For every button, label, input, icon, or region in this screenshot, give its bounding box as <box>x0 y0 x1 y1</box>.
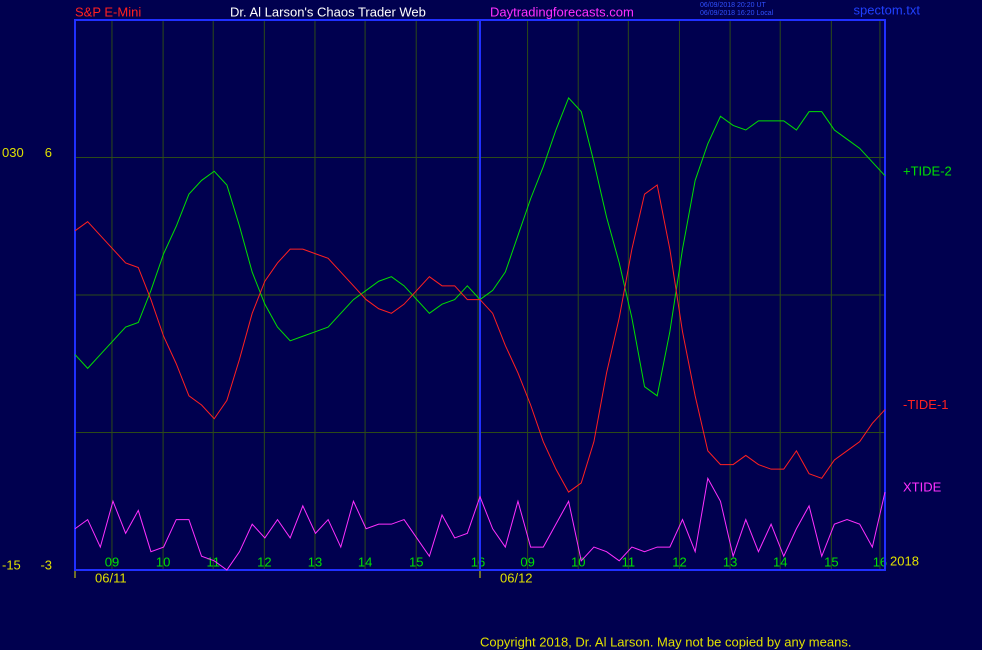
timestamp: 06/09/2018 20:20 UT <box>700 2 766 9</box>
y2-tick-label: 030 <box>2 145 24 160</box>
date-label: 06/11 <box>95 570 127 585</box>
instrument: S&P E-Mini <box>75 4 141 19</box>
y-tick-label: -3 <box>40 557 52 572</box>
x-tick-label: 09 <box>520 554 534 569</box>
x-tick-label: 16 <box>873 554 887 569</box>
year: 2018 <box>890 553 919 568</box>
timestamp: 06/09/2018 16:20 Local <box>700 10 774 17</box>
x-tick-label: 12 <box>672 554 686 569</box>
x-tick-label: 15 <box>824 554 838 569</box>
series-line <box>74 476 886 571</box>
chart-title: Dr. Al Larson's Chaos Trader Web <box>230 4 426 19</box>
legend-label: +TIDE-2 <box>903 163 952 178</box>
x-tick-label: 14 <box>773 554 787 569</box>
y-tick-label: 6 <box>45 145 52 160</box>
legend-label: XTIDE <box>903 480 942 495</box>
x-tick-label: 13 <box>308 554 322 569</box>
x-tick-label: 10 <box>571 554 585 569</box>
x-tick-label: 11 <box>622 554 636 569</box>
copyright: Copyright 2018, Dr. Al Larson. May not b… <box>480 634 851 649</box>
site: Daytradingforecasts.com <box>490 4 634 19</box>
series-line <box>74 184 886 493</box>
x-tick-label: 10 <box>156 554 170 569</box>
legend-label: -TIDE-1 <box>903 397 949 412</box>
file-name: spectom.txt <box>854 2 921 17</box>
x-tick-label: 14 <box>358 554 372 569</box>
x-tick-label: 11 <box>206 554 220 569</box>
plot-frame <box>74 19 886 571</box>
x-tick-label: 16 <box>471 554 485 569</box>
y2-tick-label: -15 <box>2 557 21 572</box>
date-label: 06/12 <box>500 570 533 585</box>
x-tick-label: 09 <box>105 554 119 569</box>
x-tick-label: 13 <box>723 554 737 569</box>
x-tick-label: 12 <box>257 554 271 569</box>
x-tick-label: 15 <box>409 554 423 569</box>
